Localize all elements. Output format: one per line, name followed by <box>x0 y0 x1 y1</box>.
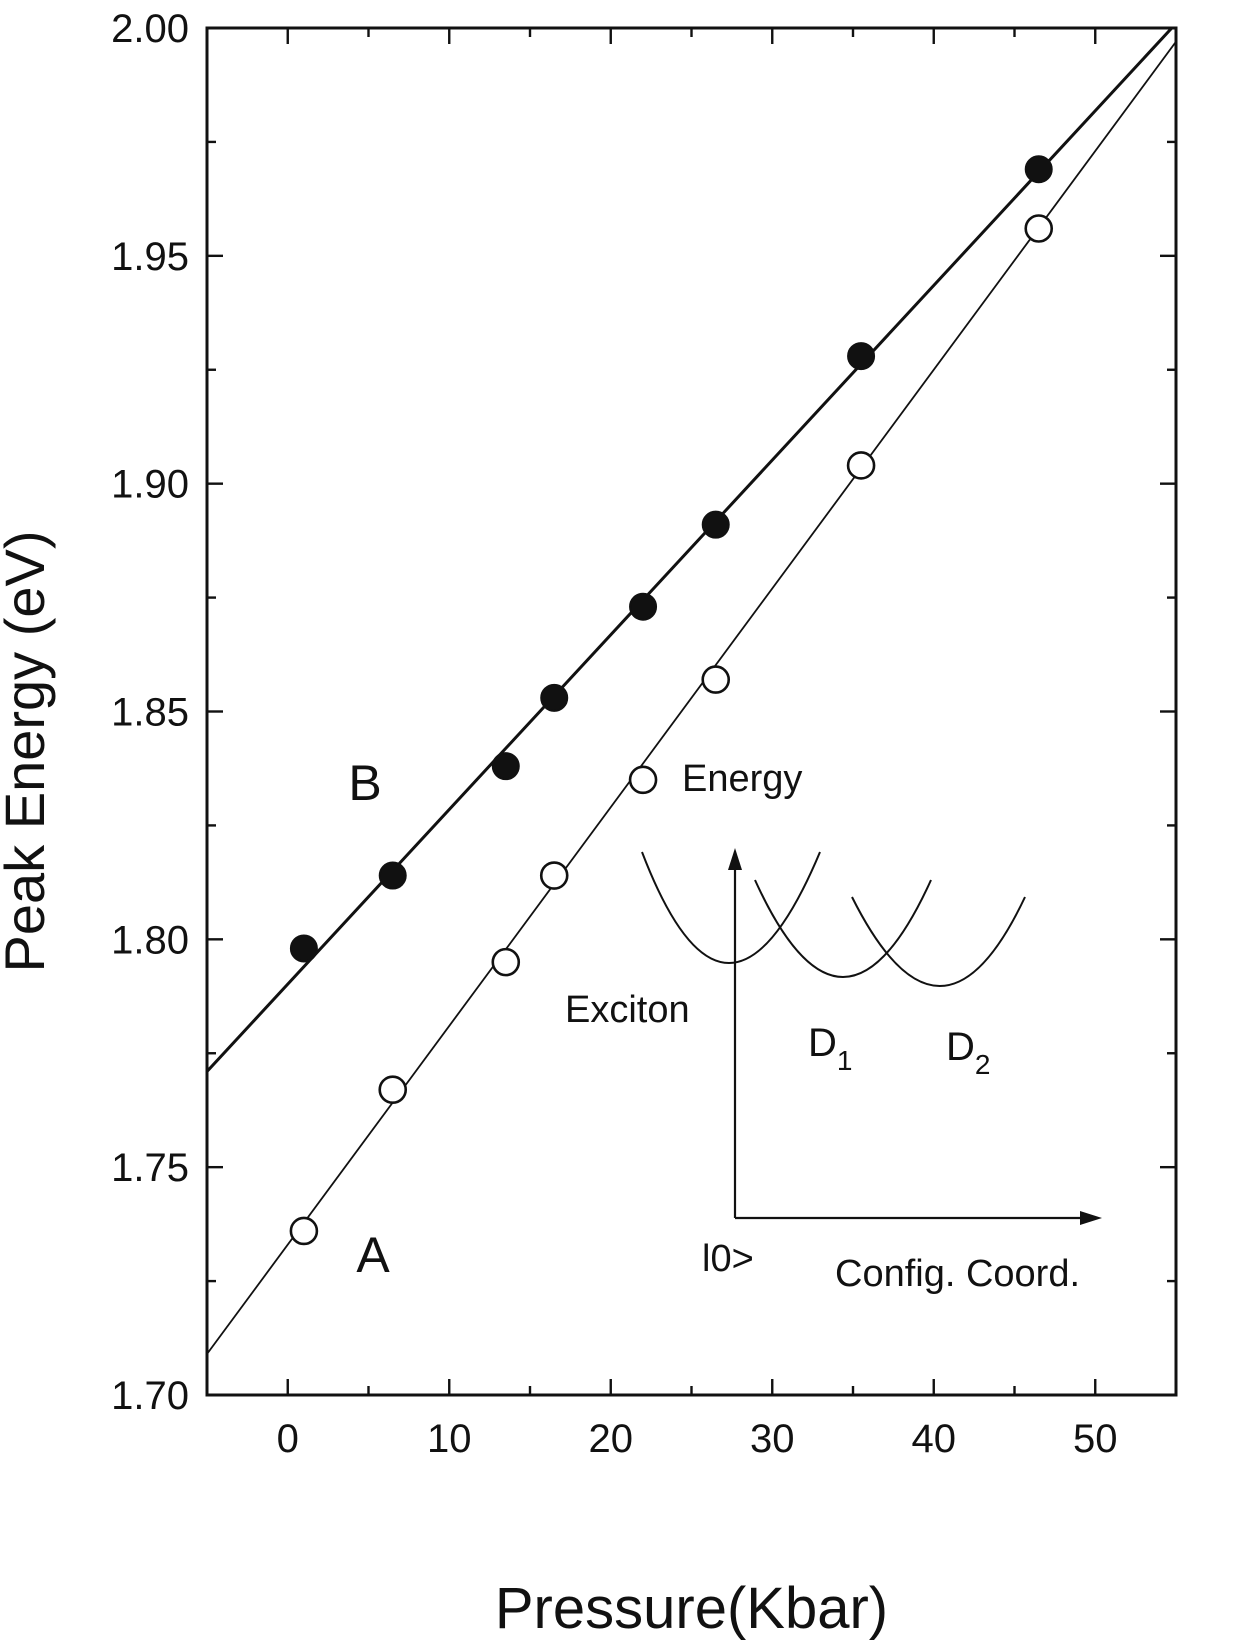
series-label-B: B <box>348 755 381 811</box>
data-point-A <box>378 1075 408 1105</box>
y-tick-label: 2.00 <box>111 7 189 51</box>
plot-area: 0 10 20 30 40 50 1.70 1.75 1.80 1.85 1.90 1.95 2.00 P… <box>0 7 1178 1641</box>
inset-d2-sub: 2 <box>975 1049 991 1080</box>
inset-config-label: Config. Coord. <box>835 1253 1080 1295</box>
inset-d1-label: D1 <box>808 1021 852 1076</box>
x-tick-label: 40 <box>912 1417 957 1461</box>
data-point-B <box>1024 155 1053 184</box>
data-point-B <box>847 342 876 371</box>
data-point-A <box>701 665 731 694</box>
y-tick-label: 1.95 <box>111 235 189 279</box>
data-point-B <box>491 752 520 781</box>
inset-d1-sub: 1 <box>837 1045 853 1076</box>
data-point-A <box>289 1216 319 1246</box>
d2-parabola <box>851 896 1026 987</box>
inset-d1-main: D <box>808 1021 837 1065</box>
fit-line-B <box>207 28 1174 1073</box>
inset-d2-label: D2 <box>946 1025 990 1080</box>
series-B <box>207 28 1174 1073</box>
data-point-A <box>491 947 521 977</box>
inset-energy-label: Energy <box>682 758 802 800</box>
inset-ground-label: l0> <box>702 1238 754 1280</box>
data-point-A <box>1024 214 1054 243</box>
x-tick-label: 10 <box>427 1417 472 1461</box>
x-tick-label: 0 <box>277 1417 299 1461</box>
data-point-B <box>540 683 569 712</box>
series-A <box>207 41 1176 1355</box>
x-axis-label: Pressure(Kbar) <box>495 1576 888 1641</box>
x-tick-label: 30 <box>750 1417 795 1461</box>
y-tick-label: 1.80 <box>111 918 189 962</box>
inset-diagram: Energy Exciton D1 D2 l0> Config. Coord. <box>565 758 1102 1295</box>
data-point-B <box>378 861 407 890</box>
y-tick-label: 1.90 <box>111 463 189 507</box>
data-point-A <box>846 451 876 480</box>
x-tick-label: 50 <box>1073 1417 1118 1461</box>
data-point-B <box>701 510 730 539</box>
data-point-A <box>628 765 658 795</box>
series-label-A: A <box>356 1227 390 1283</box>
inset-d2-main: D <box>946 1025 975 1069</box>
data-point-A <box>539 861 569 890</box>
inset-horizontal-arrowhead <box>1080 1211 1102 1225</box>
inset-exciton-label: Exciton <box>565 989 690 1031</box>
x-tick-label: 20 <box>589 1417 634 1461</box>
inset-vertical-arrowhead <box>728 848 742 870</box>
d1-parabola <box>754 879 932 978</box>
y-tick-label: 1.85 <box>111 691 189 735</box>
data-point-B <box>629 592 658 621</box>
y-tick-label: 1.70 <box>111 1374 189 1418</box>
y-tick-label: 1.75 <box>111 1146 189 1190</box>
data-point-B <box>289 934 318 963</box>
exciton-parabola <box>641 851 821 964</box>
y-axis-label: Peak Energy (eV) <box>0 531 56 973</box>
fit-line-A <box>207 41 1176 1355</box>
